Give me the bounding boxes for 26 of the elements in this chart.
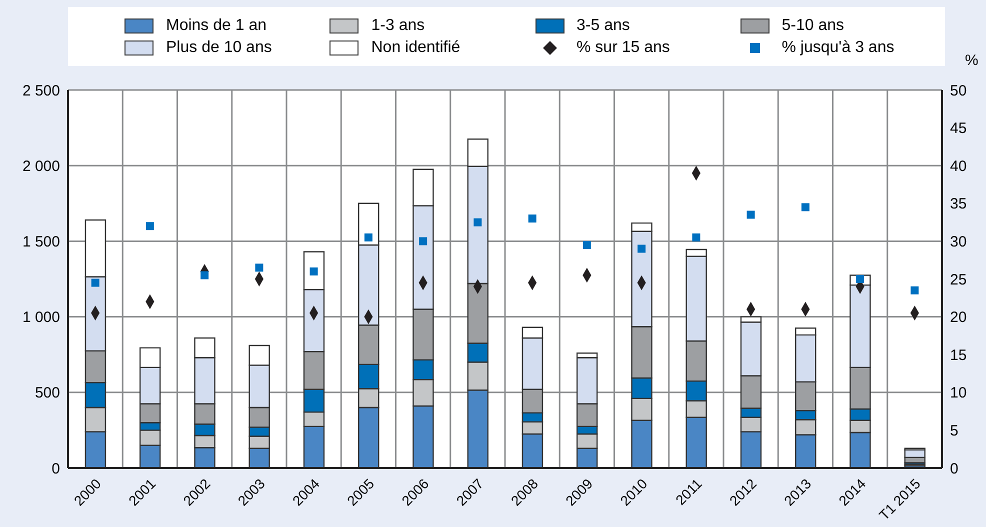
y2-tick-label: 15 xyxy=(950,346,967,364)
y2-tick-label: 50 xyxy=(950,82,967,100)
legend-label: % sur 15 ans xyxy=(576,38,670,56)
legend-label: % jusqu'à 3 ans xyxy=(782,38,894,56)
y2-tick-label: 0 xyxy=(950,460,958,478)
y-tick-label: 2 000 xyxy=(22,158,60,175)
y2-tick-label: 45 xyxy=(950,120,967,138)
y-tick-label: 1 500 xyxy=(22,234,60,251)
y2-axis-title: % xyxy=(965,52,978,69)
legend-label: 3-5 ans xyxy=(576,16,630,34)
y2-tick-label: 25 xyxy=(950,271,967,288)
y-tick-label: 0 xyxy=(52,460,60,478)
legend-label: 1-3 ans xyxy=(371,16,425,34)
y-tick-label: 2 500 xyxy=(22,82,60,100)
legend-label: Plus de 10 ans xyxy=(166,38,272,56)
y2-tick-label: 30 xyxy=(950,234,967,251)
y-tick-label: 1 000 xyxy=(22,309,60,326)
legend-label: 5-10 ans xyxy=(782,16,844,34)
y2-tick-label: 10 xyxy=(950,384,967,402)
legend-label: Non identifié xyxy=(371,38,460,56)
y2-tick-label: 35 xyxy=(950,196,967,213)
legend-label: Moins de 1 an xyxy=(166,16,267,34)
y-tick-label: 500 xyxy=(34,384,60,402)
y2-tick-label: 40 xyxy=(950,158,967,175)
y2-tick-label: 20 xyxy=(950,309,967,326)
y2-tick-label: 5 xyxy=(950,422,958,440)
